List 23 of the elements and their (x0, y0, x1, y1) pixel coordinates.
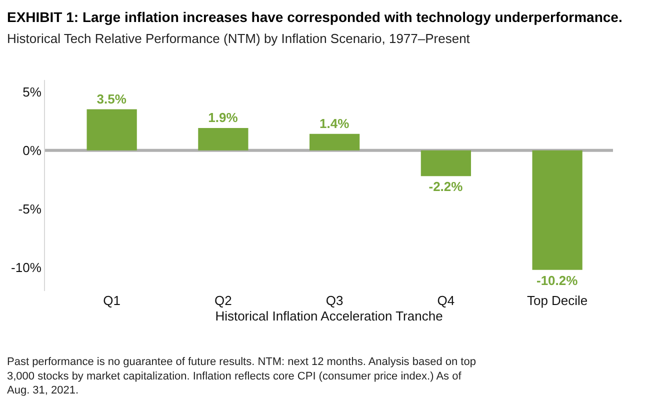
text: Past performance is no guarantee of future results. NTM: next 12 months. Analysis based on top 3,000 stocks by market capitalization. Inflation reflects core CPI (consumer price index.) As of Aug. 31, 2021. (7, 356, 476, 397)
y-tick-label: -5% (18, 201, 42, 216)
bar (198, 128, 248, 150)
bar (86, 109, 137, 150)
y-tick-label: 5% (22, 84, 42, 100)
data-label: -10.2% (536, 272, 578, 288)
bar (532, 150, 582, 270)
x-tick-label: Q3 (326, 293, 344, 308)
x-tick-label: Top Decile (526, 293, 588, 308)
bar (420, 150, 471, 176)
chart-subtitle: Historical Tech Relative Performance (NTM) by Inflation Scenario, 1977–Present (7, 31, 470, 46)
bar (310, 134, 360, 150)
x-tick-label: Q1 (103, 293, 120, 308)
x-tick-label: Q4 (437, 293, 455, 308)
x-tick-label: Q2 (214, 293, 232, 308)
data-label: 1.9% (208, 110, 238, 126)
y-tick-label: -10% (11, 260, 42, 276)
x-axis-title: Historical Inflation Acceleration Tranche (215, 308, 443, 324)
data-label: 1.4% (320, 116, 350, 131)
y-tick-label: 0% (22, 142, 42, 158)
data-label: 3.5% (96, 91, 127, 106)
data-label: -2.2% (428, 179, 464, 194)
chart-title: EXHIBIT 1: Large inflation increases have corresponded with technology underperformance. (7, 9, 622, 25)
